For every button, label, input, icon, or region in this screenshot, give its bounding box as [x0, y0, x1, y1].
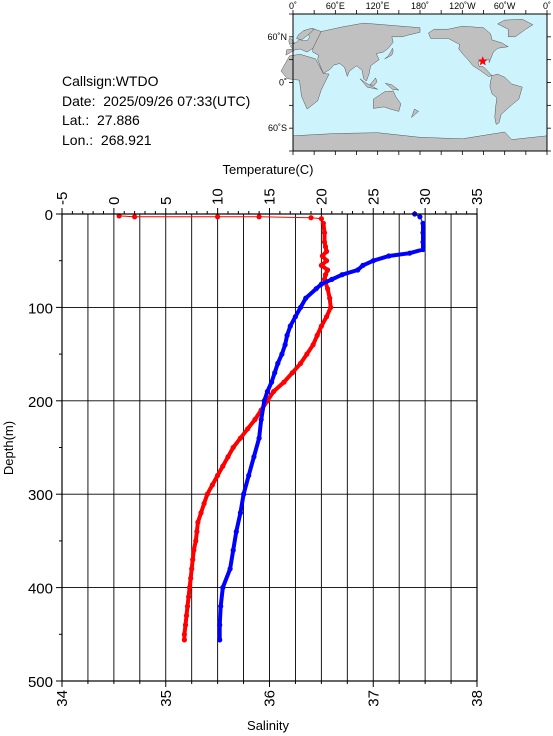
chart-grid [62, 214, 477, 681]
map-lon-label: 0˚ [289, 1, 297, 11]
temperature-tick-label: 35 [469, 188, 486, 205]
temperature-point [215, 214, 221, 220]
landmass-greenland [497, 19, 534, 37]
depth-tick-label: 0 [45, 207, 53, 224]
salinity-tick-label: 38 [469, 690, 486, 707]
temperature-tick-label: 0 [106, 197, 123, 205]
chart-series [116, 211, 426, 643]
float-location-marker [477, 56, 488, 66]
landmass-nz [411, 108, 419, 119]
map-lon-label: 60˚E [326, 1, 345, 11]
y-axis-label: Depth(m) [1, 421, 16, 475]
callsign-text: Callsign:WTDO [62, 73, 159, 89]
depth-tick-label: 100 [28, 300, 53, 317]
temperature-tick-label: 5 [158, 197, 175, 205]
plot-frame [61, 213, 478, 682]
temperature-point [318, 216, 324, 222]
landmass-newguinea [385, 83, 400, 91]
temperature-tick-label: 15 [262, 188, 279, 205]
map-lon-label: 120˚E [366, 1, 390, 11]
salinity-tick-label: 36 [262, 690, 279, 707]
depth-tick-label: 400 [28, 581, 53, 598]
temperature-tick-label: 30 [417, 188, 434, 205]
landmass-indonesia [359, 78, 378, 90]
map-frame [289, 10, 551, 155]
temperature-profile-band [182, 223, 333, 640]
longitude-text: Lon.: 268.921 [62, 131, 152, 148]
depth-tick-label: 500 [28, 674, 53, 691]
date-text: Date: 2025/09/26 07:33(UTC) [62, 92, 251, 109]
location-map: 0˚ 60˚E 120˚E 180˚ 120˚W 60˚W 0˚ 60˚N 0˚ 60˚S [267, 1, 551, 155]
landmass-australia [373, 90, 402, 112]
map-lat-label: 60˚S [268, 123, 287, 133]
map-lon-label: 120˚W [449, 1, 476, 11]
salinity-profile-band [217, 223, 425, 640]
temperature-profile-line [119, 215, 332, 640]
map-lon-label: 0˚ [543, 1, 551, 11]
depth-tick-label: 300 [28, 487, 53, 504]
landmass-southamerica [489, 73, 523, 125]
temperature-tick-label: -5 [54, 192, 71, 205]
map-lat-label: 0˚ [279, 78, 287, 88]
salinity-tick-label: 35 [158, 690, 175, 707]
bottom-axis-label: Salinity [247, 718, 289, 733]
salinity-tick-label: 37 [365, 690, 382, 707]
depth-tick-label: 200 [28, 394, 53, 411]
landmass-asia [312, 22, 421, 82]
temperature-point [308, 215, 314, 221]
map-labels: 0˚ 60˚E 120˚E 180˚ 120˚W 60˚W 0˚ 60˚N 0˚ 60˚S [267, 1, 551, 133]
landmass-japan [384, 47, 394, 60]
salinity-point [417, 214, 423, 220]
landmass-northamerica [428, 25, 509, 77]
temperature-tick-label: 10 [210, 188, 227, 205]
map-lon-label: 180˚ [411, 1, 429, 11]
landmass-scandinavia [296, 28, 315, 41]
map-lon-label: 60˚W [494, 1, 516, 11]
map-lat-label: 60˚N [267, 32, 287, 42]
temperature-point [132, 214, 138, 220]
float-info-panel: Callsign:WTDO Date: 2025/09/26 07:33(UTC… [62, 72, 250, 150]
temperature-point [256, 214, 262, 220]
temperature-tick-label: 20 [313, 188, 330, 205]
salinity-tick-label: 34 [54, 690, 71, 707]
temperature-tick-label: 25 [365, 188, 382, 205]
float-marker-star [477, 56, 488, 66]
latitude-text: Lat.: 27.886 [62, 112, 140, 128]
top-axis-label: Temperature(C) [222, 162, 313, 177]
landmass-borneo [369, 77, 378, 86]
